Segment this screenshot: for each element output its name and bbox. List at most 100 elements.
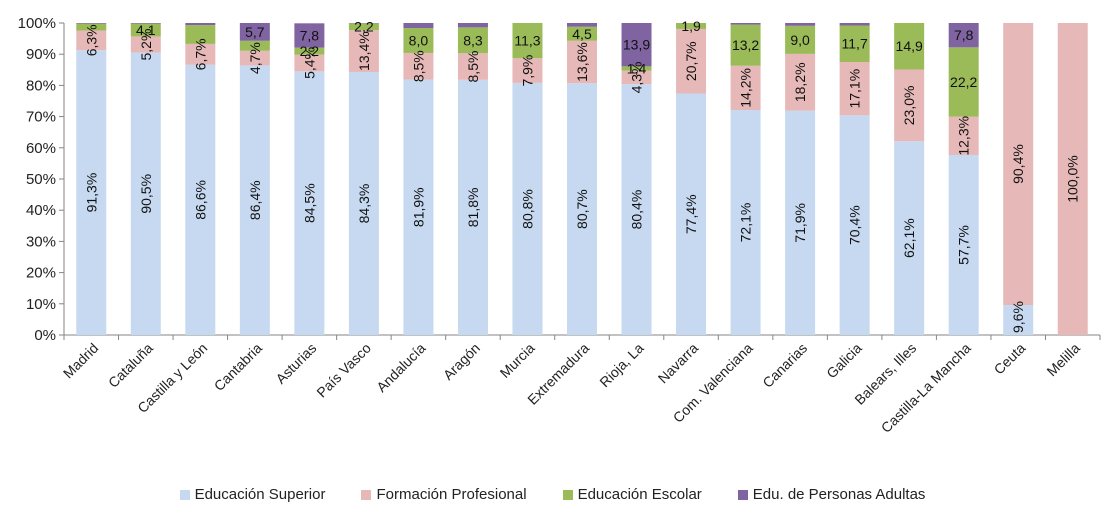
bar-segment (239, 50, 270, 66)
bar-segment (894, 141, 925, 335)
data-label: 12,3% (956, 116, 972, 156)
y-tick-label: 70% (26, 109, 56, 126)
bar-segment (457, 23, 488, 28)
data-label: 71,9% (792, 203, 808, 243)
y-tick-label: 40% (26, 202, 56, 219)
data-label: 13,6% (574, 42, 590, 82)
data-label: 80,8% (519, 189, 535, 229)
bar-segment (894, 69, 925, 142)
bar-segment (457, 27, 488, 54)
y-tick-label: 60% (26, 140, 56, 157)
bar-segment (730, 65, 761, 111)
data-label: 84,3% (356, 184, 372, 224)
bar-segment (185, 25, 216, 44)
bar-segment (676, 23, 707, 29)
bar-segment (839, 62, 870, 116)
data-label: 4,1 (136, 22, 156, 38)
bar-segment (785, 25, 816, 54)
bar-segment (130, 36, 161, 53)
bar-segment (676, 93, 707, 336)
bar-segment (130, 23, 161, 37)
x-tick-label: Aragón (440, 340, 483, 383)
data-label: 81,9% (410, 187, 426, 227)
y-tick-label: 0% (34, 327, 56, 344)
bar-segment (1057, 23, 1088, 335)
data-label: 84,5% (301, 183, 317, 223)
data-label: 70,4% (847, 205, 863, 245)
legend-label: Educación Superior (194, 486, 326, 503)
x-tick-label: Castilla-La Mancha (878, 340, 974, 436)
legend-swatch (361, 489, 372, 500)
legend-item: Formación Profesional (361, 486, 527, 503)
bar-segment (76, 23, 107, 24)
bar-segment (130, 23, 161, 24)
bar-segment (76, 50, 107, 335)
x-tick-label: Murcia (497, 340, 538, 381)
data-label: 5,4% (301, 47, 317, 79)
bar-segment (294, 54, 325, 72)
x-tick-label: Cataluña (105, 340, 156, 391)
bar-segment (621, 84, 652, 335)
data-label: 91,3% (83, 173, 99, 213)
x-tick-label: Canarias (759, 340, 810, 391)
legend-item: Edu. de Personas Adultas (737, 486, 925, 503)
bar-segment (839, 23, 870, 26)
data-label: 9,6% (1010, 301, 1026, 333)
bar-segment (567, 40, 597, 84)
y-tick-label: 100% (18, 15, 56, 32)
bar-segment (948, 23, 979, 48)
data-label: 2,2 (354, 19, 374, 35)
bar-segment (948, 47, 979, 117)
x-tick-label: Andalucía (373, 340, 428, 395)
y-tick-label: 30% (26, 233, 56, 250)
bar-segment (730, 24, 761, 66)
bar-segment (185, 43, 216, 65)
x-tick-label: Galicia (823, 340, 865, 382)
data-label: 7,9% (519, 55, 535, 87)
data-label: 8,0 (409, 32, 429, 48)
bar-segment (839, 25, 870, 62)
x-tick-label: Rioja, La (596, 340, 647, 391)
x-tick-label: Ceuta (991, 340, 1029, 378)
data-label: 81,8% (465, 188, 481, 228)
data-label: 86,4% (247, 180, 263, 220)
data-label: 11,3 (514, 33, 540, 49)
legend-swatch (179, 489, 190, 500)
data-label: 62,1% (901, 218, 917, 258)
bar-segment (185, 23, 216, 26)
bar-segment (621, 66, 652, 71)
bar-segment (567, 26, 597, 41)
bar-segment (76, 23, 107, 31)
bar-segment (785, 23, 816, 26)
data-label: 11,7 (842, 36, 868, 52)
bar-segment (239, 23, 270, 41)
bar-segment (294, 71, 325, 336)
data-label: 8,5% (410, 50, 426, 82)
data-label: 13,4% (356, 31, 372, 71)
bar-segment (894, 23, 925, 70)
data-label: 86,6% (192, 180, 208, 220)
data-label: 18,2% (792, 62, 808, 102)
bar-segment (1003, 305, 1034, 335)
x-tick-label: Cantabria (211, 340, 265, 394)
bar-segment (621, 23, 652, 67)
data-label: 17,1% (847, 69, 863, 109)
data-label: 22,2 (950, 74, 977, 90)
data-label: 100,0% (1065, 155, 1081, 202)
data-label: 23,0% (901, 86, 917, 126)
data-label: 90,4% (1010, 144, 1026, 184)
data-label: 80,4% (629, 190, 645, 230)
bar-segment (457, 53, 488, 80)
bar-segment (239, 65, 270, 335)
data-label: 2,2 (300, 43, 320, 59)
data-label: 90,5% (138, 174, 154, 214)
bar-segment (785, 110, 816, 335)
data-label: 8,3 (463, 32, 483, 48)
data-label: 13,2 (732, 37, 759, 53)
bar-segment (1003, 23, 1034, 306)
data-label: 4,5 (572, 26, 592, 42)
data-label: 8,5% (465, 51, 481, 83)
bar-segment (730, 23, 761, 25)
data-label: 13,9 (623, 37, 650, 53)
